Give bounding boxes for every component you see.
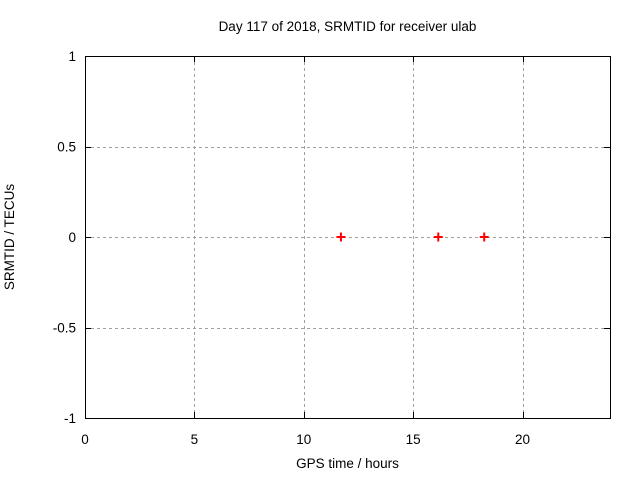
y-tick-label--0.5: -0.5 — [53, 321, 76, 336]
y-axis-label: SRMTID / TECUs — [2, 184, 17, 291]
x-tick-label-0: 0 — [81, 432, 89, 447]
data-point-marker — [433, 232, 443, 242]
data-point-marker — [336, 232, 346, 242]
axis-tick-labels: 0 5 10 15 20 -1 -0.5 0 0.5 1 — [53, 49, 530, 447]
x-tick-label-5: 5 — [191, 432, 199, 447]
chart-title: Day 117 of 2018, SRMTID for receiver ula… — [219, 19, 477, 34]
y-tick-label--1: -1 — [64, 411, 76, 426]
y-tick-label-1: 1 — [68, 49, 76, 64]
axis-tick-marks — [85, 56, 610, 419]
x-tick-label-10: 10 — [296, 432, 311, 447]
y-tick-label-0.5: 0.5 — [57, 140, 76, 155]
y-tick-label-0: 0 — [68, 230, 76, 245]
x-axis-label: GPS time / hours — [296, 456, 399, 471]
x-tick-label-15: 15 — [406, 432, 421, 447]
grid-lines — [85, 56, 610, 418]
data-points — [336, 232, 489, 242]
data-point-marker — [479, 232, 489, 242]
x-tick-label-20: 20 — [515, 432, 530, 447]
